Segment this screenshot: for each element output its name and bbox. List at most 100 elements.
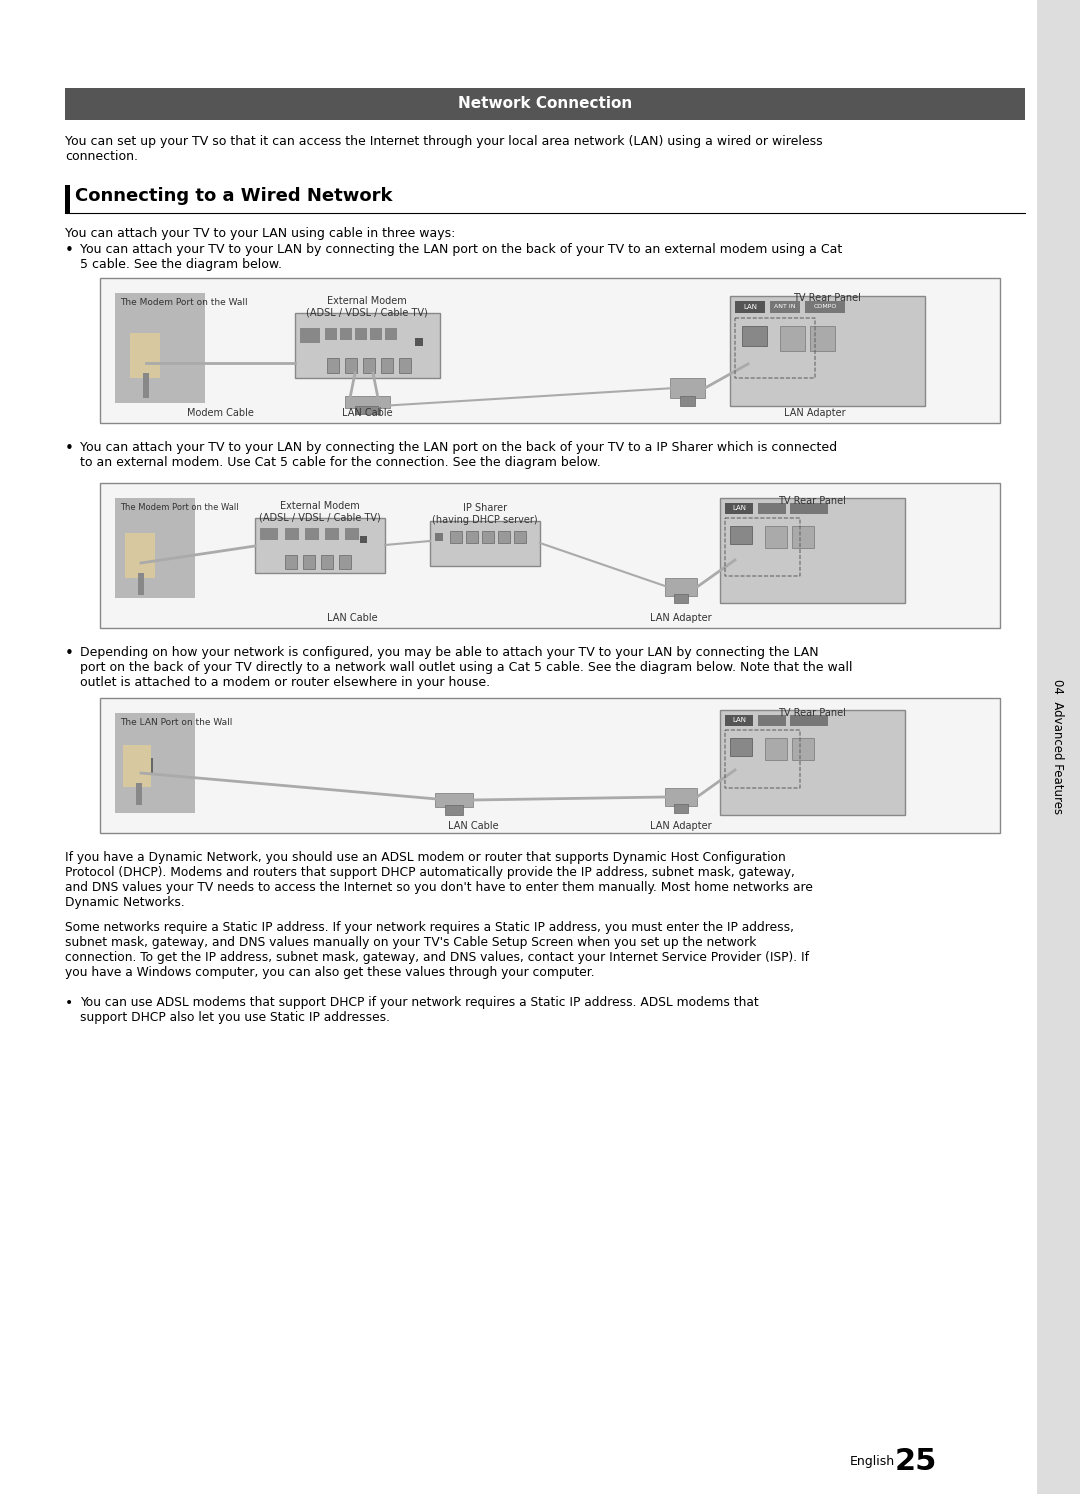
Bar xyxy=(136,783,141,805)
Bar xyxy=(100,483,1000,627)
Bar xyxy=(295,314,440,378)
Bar xyxy=(792,738,814,760)
Bar xyxy=(498,530,510,542)
Text: TV Rear Panel: TV Rear Panel xyxy=(793,293,861,303)
Bar xyxy=(789,503,828,514)
Bar xyxy=(674,595,688,604)
Bar xyxy=(482,530,494,542)
Bar xyxy=(735,300,765,314)
Bar xyxy=(125,533,156,578)
Bar xyxy=(123,746,151,787)
Bar xyxy=(381,359,393,374)
Text: •: • xyxy=(65,645,73,660)
Bar xyxy=(435,533,443,541)
Text: Connecting to a Wired Network: Connecting to a Wired Network xyxy=(75,187,392,205)
Text: The Modem Port on the Wall: The Modem Port on the Wall xyxy=(120,297,247,306)
Text: External Modem
(ADSL / VDSL / Cable TV): External Modem (ADSL / VDSL / Cable TV) xyxy=(306,296,428,318)
Bar xyxy=(345,527,359,539)
Bar xyxy=(305,527,319,539)
Bar xyxy=(300,329,320,344)
Bar xyxy=(758,716,786,726)
Text: LAN Cable: LAN Cable xyxy=(448,822,498,831)
Text: You can attach your TV to your LAN using cable in three ways:: You can attach your TV to your LAN using… xyxy=(65,227,456,241)
Text: LAN Adapter: LAN Adapter xyxy=(784,408,846,418)
Bar xyxy=(789,716,828,726)
Text: 25: 25 xyxy=(895,1448,937,1476)
Text: •: • xyxy=(65,441,73,456)
Text: Some networks require a Static IP address. If your network requires a Static IP : Some networks require a Static IP addres… xyxy=(65,920,809,979)
Text: ANT IN: ANT IN xyxy=(774,305,796,309)
Bar xyxy=(730,738,752,756)
Bar xyxy=(114,293,205,403)
Bar xyxy=(370,329,382,341)
Bar xyxy=(355,406,380,414)
Text: •: • xyxy=(65,996,73,1010)
Bar xyxy=(340,329,352,341)
Bar xyxy=(514,530,526,542)
Text: LAN Adapter: LAN Adapter xyxy=(650,822,712,831)
Bar xyxy=(114,498,195,598)
Bar xyxy=(345,396,390,408)
Bar xyxy=(665,787,697,805)
Bar xyxy=(674,804,688,813)
Bar xyxy=(730,526,752,544)
Bar xyxy=(65,88,1025,120)
Bar xyxy=(810,326,835,351)
Bar xyxy=(399,359,411,374)
Bar xyxy=(100,698,1000,834)
Text: You can attach your TV to your LAN by connecting the LAN port on the back of you: You can attach your TV to your LAN by co… xyxy=(80,244,842,270)
Bar xyxy=(730,296,924,406)
Bar xyxy=(720,710,905,816)
Bar xyxy=(450,530,462,542)
Bar xyxy=(100,278,1000,423)
Text: If you have a Dynamic Network, you should use an ADSL modem or router that suppo: If you have a Dynamic Network, you shoul… xyxy=(65,852,813,908)
Text: TV Rear Panel: TV Rear Panel xyxy=(778,496,846,506)
Bar xyxy=(384,329,397,341)
Text: LAN Cable: LAN Cable xyxy=(341,408,392,418)
Bar xyxy=(720,498,905,604)
Bar xyxy=(135,757,153,774)
Text: LAN Adapter: LAN Adapter xyxy=(650,613,712,623)
Bar xyxy=(285,554,297,569)
Text: Modem Cable: Modem Cable xyxy=(187,408,254,418)
Text: External Modem
(ADSL / VDSL / Cable TV): External Modem (ADSL / VDSL / Cable TV) xyxy=(259,500,381,523)
Bar xyxy=(143,374,149,397)
Bar xyxy=(765,526,787,548)
Bar xyxy=(780,326,805,351)
Bar xyxy=(130,333,160,378)
Bar xyxy=(138,574,144,595)
Bar xyxy=(792,526,814,548)
Bar xyxy=(140,348,160,366)
Text: LAN: LAN xyxy=(732,717,746,723)
Bar xyxy=(758,503,786,514)
Bar xyxy=(670,378,705,397)
Bar xyxy=(325,329,337,341)
Text: •: • xyxy=(65,244,73,258)
Bar xyxy=(680,396,696,406)
Text: Depending on how your network is configured, you may be able to attach your TV t: Depending on how your network is configu… xyxy=(80,645,852,689)
Bar xyxy=(355,329,367,341)
Bar xyxy=(285,527,299,539)
Bar xyxy=(345,359,357,374)
Text: COMPO: COMPO xyxy=(813,305,837,309)
Bar xyxy=(321,554,333,569)
Bar xyxy=(339,554,351,569)
Bar xyxy=(303,554,315,569)
Text: The LAN Port on the Wall: The LAN Port on the Wall xyxy=(120,719,232,728)
Bar xyxy=(805,300,845,314)
Bar xyxy=(765,738,787,760)
Bar xyxy=(725,503,753,514)
Bar xyxy=(255,518,384,574)
Text: LAN: LAN xyxy=(732,505,746,511)
Text: You can use ADSL modems that support DHCP if your network requires a Static IP a: You can use ADSL modems that support DHC… xyxy=(80,996,759,1023)
Bar xyxy=(325,527,339,539)
Bar xyxy=(435,793,473,807)
Bar xyxy=(260,527,278,539)
Bar xyxy=(363,359,375,374)
Bar xyxy=(65,185,70,214)
Bar xyxy=(135,548,156,566)
Bar xyxy=(114,713,195,813)
Bar xyxy=(725,716,753,726)
Bar xyxy=(415,338,423,347)
Text: English: English xyxy=(850,1455,895,1469)
